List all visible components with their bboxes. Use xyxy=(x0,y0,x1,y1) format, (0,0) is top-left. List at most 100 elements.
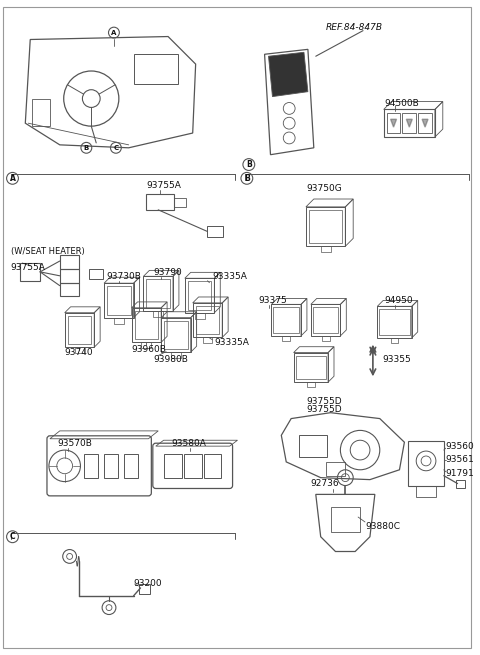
Text: 93980B: 93980B xyxy=(153,354,188,364)
Bar xyxy=(207,225,223,237)
Text: 93730B: 93730B xyxy=(106,272,141,281)
Bar xyxy=(171,352,181,358)
Bar xyxy=(146,279,170,308)
Text: 93740: 93740 xyxy=(65,348,93,357)
Bar xyxy=(192,303,222,337)
Bar xyxy=(294,352,328,382)
Text: 93560: 93560 xyxy=(446,441,475,451)
Bar xyxy=(84,454,98,477)
Bar xyxy=(188,281,211,310)
Polygon shape xyxy=(268,52,308,96)
Bar xyxy=(299,436,326,457)
Bar xyxy=(306,207,345,246)
Bar xyxy=(309,210,342,243)
Text: (W/SEAT HEATER): (W/SEAT HEATER) xyxy=(11,247,84,256)
Bar xyxy=(185,278,215,312)
Polygon shape xyxy=(422,119,428,127)
Text: 93750G: 93750G xyxy=(306,184,342,193)
Bar xyxy=(161,318,191,352)
Bar xyxy=(104,283,133,318)
Bar xyxy=(402,113,416,133)
Bar xyxy=(20,263,40,281)
Text: B: B xyxy=(84,145,89,151)
Bar xyxy=(174,198,186,207)
Bar xyxy=(274,307,299,333)
Polygon shape xyxy=(407,119,412,127)
Bar xyxy=(272,305,301,336)
Bar xyxy=(408,441,444,485)
Bar xyxy=(134,310,158,339)
Bar xyxy=(321,246,331,252)
Polygon shape xyxy=(391,119,396,127)
Text: 93880C: 93880C xyxy=(365,523,400,531)
Bar xyxy=(164,454,182,477)
Text: 93375: 93375 xyxy=(259,296,288,305)
Text: 93790: 93790 xyxy=(153,268,182,277)
Bar xyxy=(32,98,50,126)
Text: A: A xyxy=(111,29,117,35)
Bar xyxy=(164,320,188,349)
Text: 93755D: 93755D xyxy=(306,405,342,414)
Text: 91791: 91791 xyxy=(446,469,475,478)
Bar xyxy=(416,485,436,497)
Bar xyxy=(153,310,163,316)
Bar xyxy=(74,347,84,353)
Text: 92736: 92736 xyxy=(311,479,339,487)
Bar xyxy=(325,462,345,476)
Text: REF.84-847B: REF.84-847B xyxy=(325,23,383,31)
Bar xyxy=(132,308,161,343)
Bar xyxy=(418,113,432,133)
Bar xyxy=(60,283,80,297)
Bar xyxy=(144,276,173,310)
Bar xyxy=(282,336,290,341)
Bar xyxy=(142,343,151,348)
Bar xyxy=(313,307,338,333)
Bar xyxy=(379,309,410,335)
Bar xyxy=(139,584,150,594)
Text: 93755A: 93755A xyxy=(11,263,46,272)
Bar xyxy=(124,454,138,477)
Text: 93580A: 93580A xyxy=(171,439,206,448)
Bar xyxy=(60,269,80,283)
Text: C: C xyxy=(10,533,15,541)
Text: 93570B: 93570B xyxy=(58,439,93,448)
Bar xyxy=(107,286,131,314)
Text: 94950: 94950 xyxy=(384,296,413,305)
Text: B: B xyxy=(244,174,250,183)
Text: 93755A: 93755A xyxy=(146,181,181,190)
Bar xyxy=(68,316,91,345)
Bar xyxy=(65,312,94,347)
Bar xyxy=(204,454,221,477)
Bar xyxy=(391,338,398,343)
Bar xyxy=(311,305,340,336)
Bar xyxy=(196,306,219,335)
Text: B: B xyxy=(246,160,252,169)
Text: 93755D: 93755D xyxy=(306,397,342,406)
Text: 93200: 93200 xyxy=(133,578,162,588)
Text: 93561: 93561 xyxy=(446,455,475,464)
Text: 93355: 93355 xyxy=(383,355,411,364)
Bar xyxy=(146,194,174,210)
Bar xyxy=(104,454,118,477)
Text: C: C xyxy=(113,145,119,151)
Bar xyxy=(114,318,124,324)
Bar xyxy=(184,454,202,477)
Bar xyxy=(133,54,178,84)
Bar xyxy=(331,507,360,532)
Bar xyxy=(296,356,326,379)
Bar xyxy=(203,337,212,343)
Text: 93335A: 93335A xyxy=(212,272,247,281)
Bar xyxy=(60,255,80,269)
Text: 93960B: 93960B xyxy=(132,345,167,354)
Bar xyxy=(387,113,400,133)
Bar xyxy=(456,479,466,487)
Bar xyxy=(89,269,103,279)
Bar xyxy=(307,382,315,387)
Bar xyxy=(384,109,435,137)
Text: 94500B: 94500B xyxy=(384,98,420,107)
Bar xyxy=(322,336,330,341)
Text: A: A xyxy=(10,174,15,183)
Bar xyxy=(195,312,204,318)
Bar xyxy=(377,307,412,338)
Text: 93335A: 93335A xyxy=(215,338,249,347)
